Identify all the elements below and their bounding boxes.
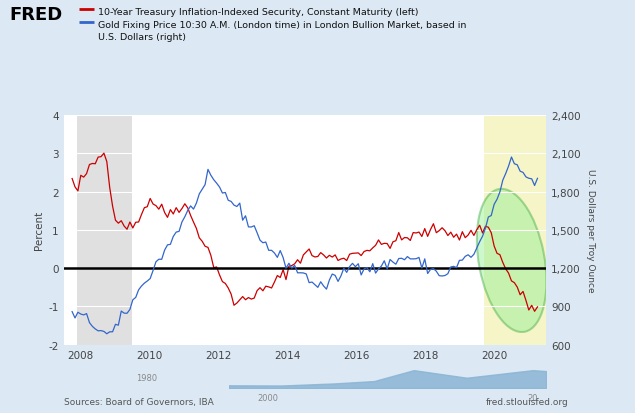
Text: U.S. Dollars (right): U.S. Dollars (right) (98, 33, 187, 42)
Bar (484, 116, 546, 345)
Ellipse shape (477, 190, 547, 332)
Y-axis label: Percent: Percent (34, 211, 44, 250)
Text: fred.stlouisfed.org: fred.stlouisfed.org (486, 396, 568, 406)
Text: Gold Fixing Price 10:30 A.M. (London time) in London Bullion Market, based in: Gold Fixing Price 10:30 A.M. (London tim… (98, 21, 467, 30)
Text: 10-Year Treasury Inflation-Indexed Security, Constant Maturity (left): 10-Year Treasury Inflation-Indexed Secur… (98, 8, 419, 17)
Text: 1980: 1980 (137, 373, 157, 382)
Bar (77, 116, 133, 345)
Text: FRED: FRED (10, 6, 63, 24)
Y-axis label: U.S. Dollars per Troy Ounce: U.S. Dollars per Troy Ounce (586, 169, 595, 292)
Text: Sources: Board of Governors, IBA: Sources: Board of Governors, IBA (64, 396, 213, 406)
